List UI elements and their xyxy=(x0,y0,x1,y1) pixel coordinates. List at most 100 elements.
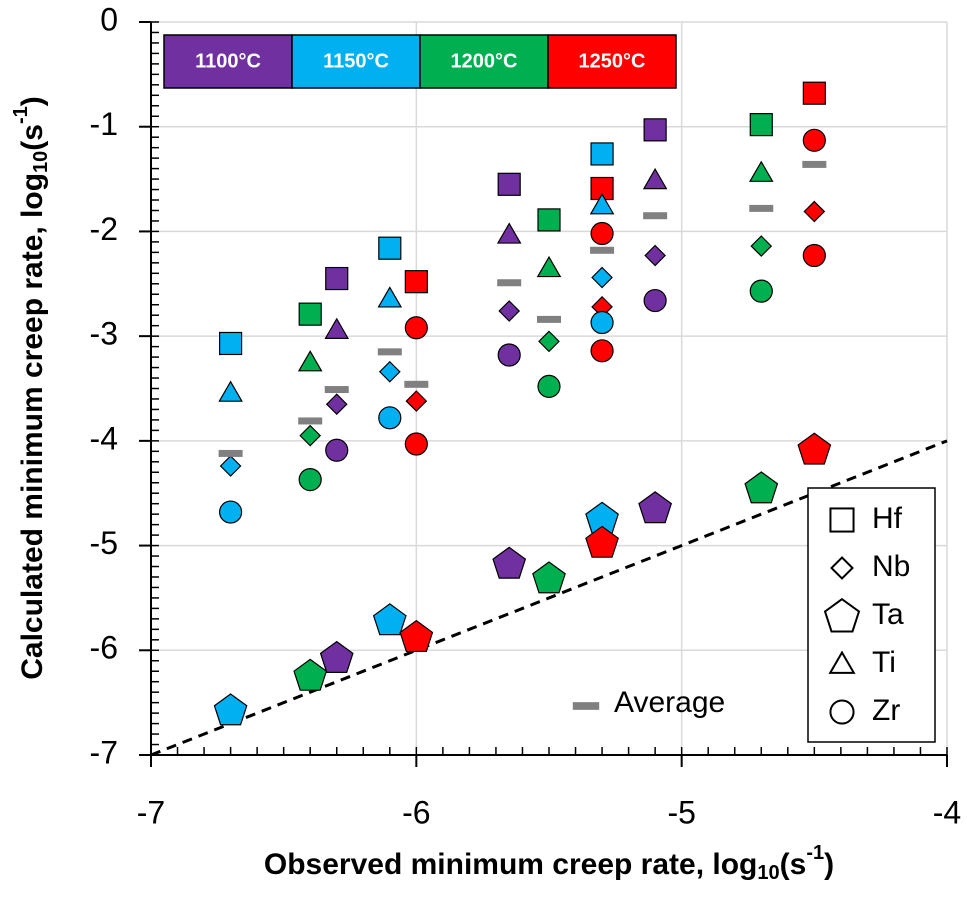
marker-triangle xyxy=(748,160,774,182)
x-tick-label: -6 xyxy=(402,794,430,830)
marker-square xyxy=(404,270,428,294)
legend-label: Ti xyxy=(872,646,896,679)
temperature-label: 1150°C xyxy=(323,50,389,72)
marker-pentagon xyxy=(797,432,832,465)
marker-circle xyxy=(497,343,521,367)
marker-circle xyxy=(404,432,428,456)
marker-square xyxy=(537,208,561,232)
marker-square xyxy=(378,236,402,260)
legend-marker xyxy=(572,702,600,710)
y-tick-label: -7 xyxy=(90,734,118,770)
marker-dash xyxy=(324,386,349,394)
marker-square xyxy=(643,118,667,142)
legend-label: Average xyxy=(614,686,725,719)
y-axis-label: Calculated minimum creep rate, log10(s-1… xyxy=(10,96,52,680)
marker-circle xyxy=(643,288,667,313)
y-tick-label: -4 xyxy=(90,420,118,456)
legend-label: Hf xyxy=(872,502,903,535)
marker-dash xyxy=(749,204,774,212)
marker-square xyxy=(590,142,614,166)
y-tick-label: 0 xyxy=(100,1,118,37)
y-tick-label: -6 xyxy=(90,630,118,666)
marker-circle xyxy=(590,310,614,335)
y-label-sup: -1 xyxy=(10,106,32,124)
marker-circle xyxy=(802,128,826,152)
marker-dash xyxy=(298,417,323,425)
temperature-label: 1200°C xyxy=(451,50,518,72)
x-tick-label: -7 xyxy=(137,794,165,830)
temperature-swatch xyxy=(547,34,677,89)
y-label-text: ) xyxy=(16,96,49,106)
legend-marker xyxy=(828,650,856,674)
legend-marker xyxy=(823,597,861,633)
x-tick-label: -5 xyxy=(667,794,695,830)
marker-diamond xyxy=(750,235,773,257)
y-label-sub: 10 xyxy=(30,151,52,173)
marker-pentagon xyxy=(585,525,619,558)
marker-triangle xyxy=(536,255,562,278)
marker-dash xyxy=(377,348,402,356)
x-axis-label: Observed minimum creep rate, log10(s-1) xyxy=(264,842,834,884)
y-tick-label: -3 xyxy=(90,316,118,352)
marker-diamond xyxy=(803,200,826,223)
marker-diamond xyxy=(299,424,322,447)
marker-triangle xyxy=(642,167,668,190)
y-tick-label: -1 xyxy=(90,106,118,142)
marker-triangle xyxy=(324,317,350,339)
marker-square xyxy=(325,266,349,291)
y-tick-label: -5 xyxy=(90,525,118,561)
marker-pentagon xyxy=(213,693,248,726)
marker-pentagon xyxy=(293,658,328,691)
marker-dash xyxy=(590,246,615,254)
marker-circle xyxy=(325,438,349,462)
marker-pentagon xyxy=(399,619,434,653)
marker-diamond xyxy=(378,360,401,383)
y-tick-label: -2 xyxy=(90,211,118,247)
marker-square xyxy=(497,172,521,196)
marker-square xyxy=(802,81,826,105)
temperature-swatch xyxy=(291,34,421,89)
marker-circle xyxy=(219,500,243,524)
marker-dash xyxy=(497,279,522,287)
temperature-swatch xyxy=(419,34,549,89)
marker-diamond xyxy=(405,390,428,412)
marker-pentagon xyxy=(532,561,566,594)
temperature-label: 1250°C xyxy=(579,50,646,72)
marker-circle xyxy=(298,468,322,492)
marker-dash xyxy=(643,212,668,220)
x-label-sup: -1 xyxy=(806,842,824,864)
marker-pentagon xyxy=(492,546,527,579)
marker-pentagon xyxy=(744,471,779,504)
y-label-text: Calculated minimum creep rate, log xyxy=(16,173,49,680)
marker-square xyxy=(749,113,773,137)
marker-diamond xyxy=(219,455,242,477)
marker-diamond xyxy=(591,266,613,289)
marker-circle xyxy=(590,221,614,246)
marker-pentagon xyxy=(372,603,407,636)
marker-circle xyxy=(537,374,561,399)
marker-circle xyxy=(378,406,402,430)
legend-label: Ta xyxy=(872,598,904,631)
legend-label: Nb xyxy=(872,550,910,583)
legend-marker xyxy=(830,556,854,580)
marker-diamond xyxy=(325,393,348,416)
marker-circle xyxy=(802,243,826,268)
marker-dash xyxy=(802,160,827,168)
marker-circle xyxy=(590,339,614,363)
legend-label: Zr xyxy=(872,694,900,727)
marker-triangle xyxy=(496,222,522,244)
marker-diamond xyxy=(644,244,666,267)
marker-dash xyxy=(537,315,561,323)
marker-pentagon xyxy=(638,491,673,524)
x-tick-label: -4 xyxy=(933,794,961,830)
marker-dash xyxy=(404,380,429,388)
marker-circle xyxy=(749,279,773,303)
legend-marker xyxy=(829,699,855,725)
reference-line xyxy=(150,439,948,757)
marker-circle xyxy=(404,316,428,340)
x-label-text: ) xyxy=(824,848,834,881)
y-label-text: (s xyxy=(16,124,49,151)
marker-diamond xyxy=(498,300,521,322)
marker-pentagon xyxy=(319,640,354,673)
